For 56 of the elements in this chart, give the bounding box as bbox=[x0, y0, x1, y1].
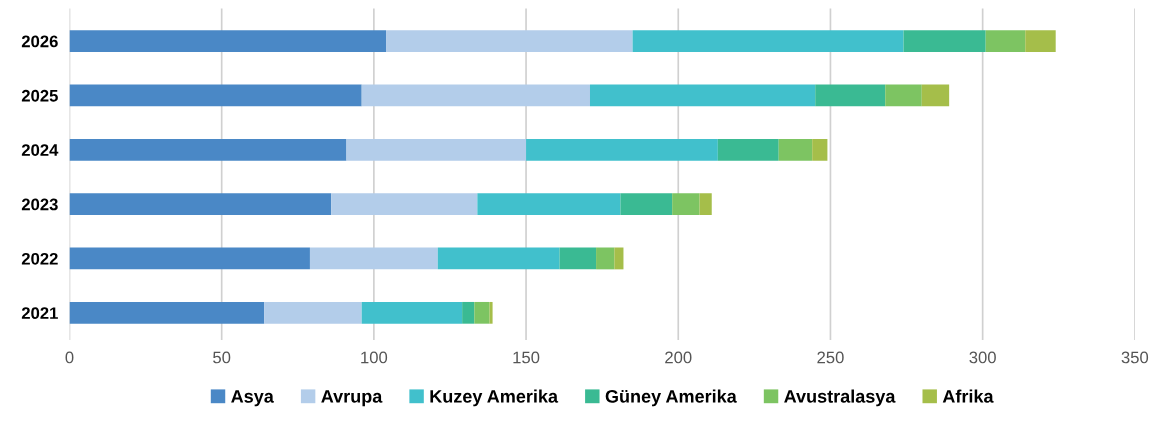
bar bbox=[437, 247, 560, 270]
bar bbox=[489, 301, 493, 324]
bar bbox=[462, 301, 475, 324]
y-tick-label: 2023 bbox=[21, 198, 58, 211]
bar bbox=[69, 30, 387, 52]
bar bbox=[331, 193, 478, 216]
bar bbox=[69, 247, 310, 270]
bar bbox=[264, 301, 362, 324]
legend-label: Güney Amerika bbox=[605, 389, 737, 407]
x-tick-label: 300 bbox=[969, 351, 996, 364]
bar bbox=[69, 193, 332, 216]
bar bbox=[69, 84, 362, 107]
x-tick-label: 350 bbox=[1121, 351, 1149, 364]
bar bbox=[361, 84, 590, 107]
y-tick-label: 2026 bbox=[21, 35, 58, 48]
bar bbox=[717, 138, 779, 161]
bar bbox=[474, 301, 490, 324]
bar bbox=[620, 193, 673, 216]
bar bbox=[386, 30, 633, 52]
bar bbox=[589, 84, 816, 107]
x-tick-label: 0 bbox=[65, 351, 74, 364]
y-tick-label: 2025 bbox=[21, 89, 58, 102]
legend-label: Avustralasya bbox=[784, 389, 896, 407]
bar bbox=[526, 138, 718, 161]
y-tick-label: 2024 bbox=[21, 144, 59, 156]
bar bbox=[672, 193, 700, 216]
legend-label: Kuzey Amerika bbox=[430, 389, 559, 407]
bar bbox=[815, 84, 886, 107]
bar bbox=[361, 301, 463, 324]
bar bbox=[477, 193, 621, 216]
legend-label: Afrika bbox=[942, 389, 994, 403]
legend-label: Avrupa bbox=[321, 390, 383, 407]
bar bbox=[632, 30, 904, 52]
bar bbox=[985, 30, 1026, 52]
bar bbox=[885, 84, 922, 107]
x-tick-label: 150 bbox=[513, 351, 540, 364]
x-tick-label: 200 bbox=[665, 351, 692, 364]
bar bbox=[309, 247, 438, 270]
x-tick-label: 250 bbox=[817, 351, 844, 364]
y-tick-label: 2021 bbox=[21, 307, 58, 320]
bar bbox=[778, 138, 813, 161]
legend-label: Asya bbox=[231, 390, 274, 407]
bar bbox=[614, 247, 624, 270]
bar bbox=[1025, 30, 1056, 52]
bar bbox=[699, 193, 712, 216]
x-tick-label: 100 bbox=[361, 351, 388, 364]
bar bbox=[346, 138, 527, 161]
bar bbox=[812, 138, 828, 161]
y-tick-label: 2022 bbox=[21, 252, 58, 265]
bar bbox=[903, 30, 986, 52]
bar bbox=[69, 301, 265, 324]
bar bbox=[69, 138, 347, 161]
bar bbox=[559, 247, 597, 270]
x-tick-label: 50 bbox=[213, 351, 231, 364]
bar bbox=[596, 247, 615, 270]
bar bbox=[921, 84, 950, 107]
